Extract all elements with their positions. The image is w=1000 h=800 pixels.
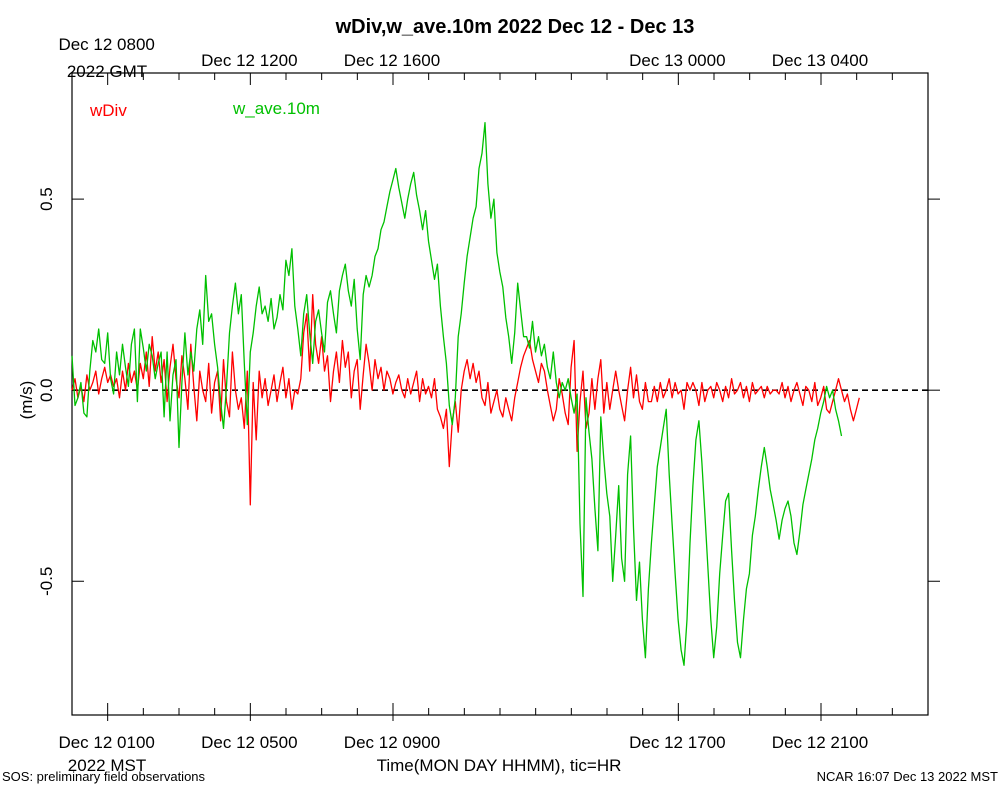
chart-title: wDiv,w_ave.10m 2022 Dec 12 - Dec 13	[335, 16, 695, 38]
series-w-ave-10m-line	[71, 122, 843, 666]
plot-area: Dec 12 0100 Dec 12 0500 Dec 12 0900 Dec 12 …	[37, 35, 940, 752]
series-wdiv-line	[71, 293, 860, 506]
x-tick-label-bottom: Dec 12 1700	[629, 733, 725, 752]
legend-wdiv: wDiv	[89, 101, 127, 120]
x-tick-label-top: Dec 12 1200	[201, 51, 297, 70]
x-tick-label-bottom: Dec 12 0100	[58, 733, 154, 752]
x-tick-label-bottom: Dec 12 2100	[772, 733, 868, 752]
x-tick-label-bottom: Dec 12 0500	[201, 733, 297, 752]
y-tick-label: 0.0	[37, 378, 56, 402]
bottom-timezone-label: 2022 MST	[68, 756, 146, 775]
x-tick-label-bottom: Dec 12 0900	[344, 733, 440, 752]
legend-w-ave-10m: w_ave.10m	[232, 99, 320, 118]
x-tick-label-top: Dec 13 0000	[629, 51, 725, 70]
y-tick-label: -0.5	[37, 567, 56, 596]
x-axis-label: Time(MON DAY HHMM), tic=HR	[377, 756, 622, 775]
footer-left: SOS: preliminary field observations	[2, 769, 206, 784]
x-tick-label-top: Dec 12 1600	[344, 51, 440, 70]
top-timezone-label: 2022 GMT	[67, 62, 147, 81]
x-tick-label-top: Dec 13 0400	[772, 51, 868, 70]
x-tick-label-top: Dec 12 0800	[58, 35, 154, 54]
footer-right: NCAR 16:07 Dec 13 2022 MST	[817, 769, 998, 784]
y-axis-label: (m/s)	[17, 381, 36, 420]
y-tick-label: 0.5	[37, 187, 56, 211]
